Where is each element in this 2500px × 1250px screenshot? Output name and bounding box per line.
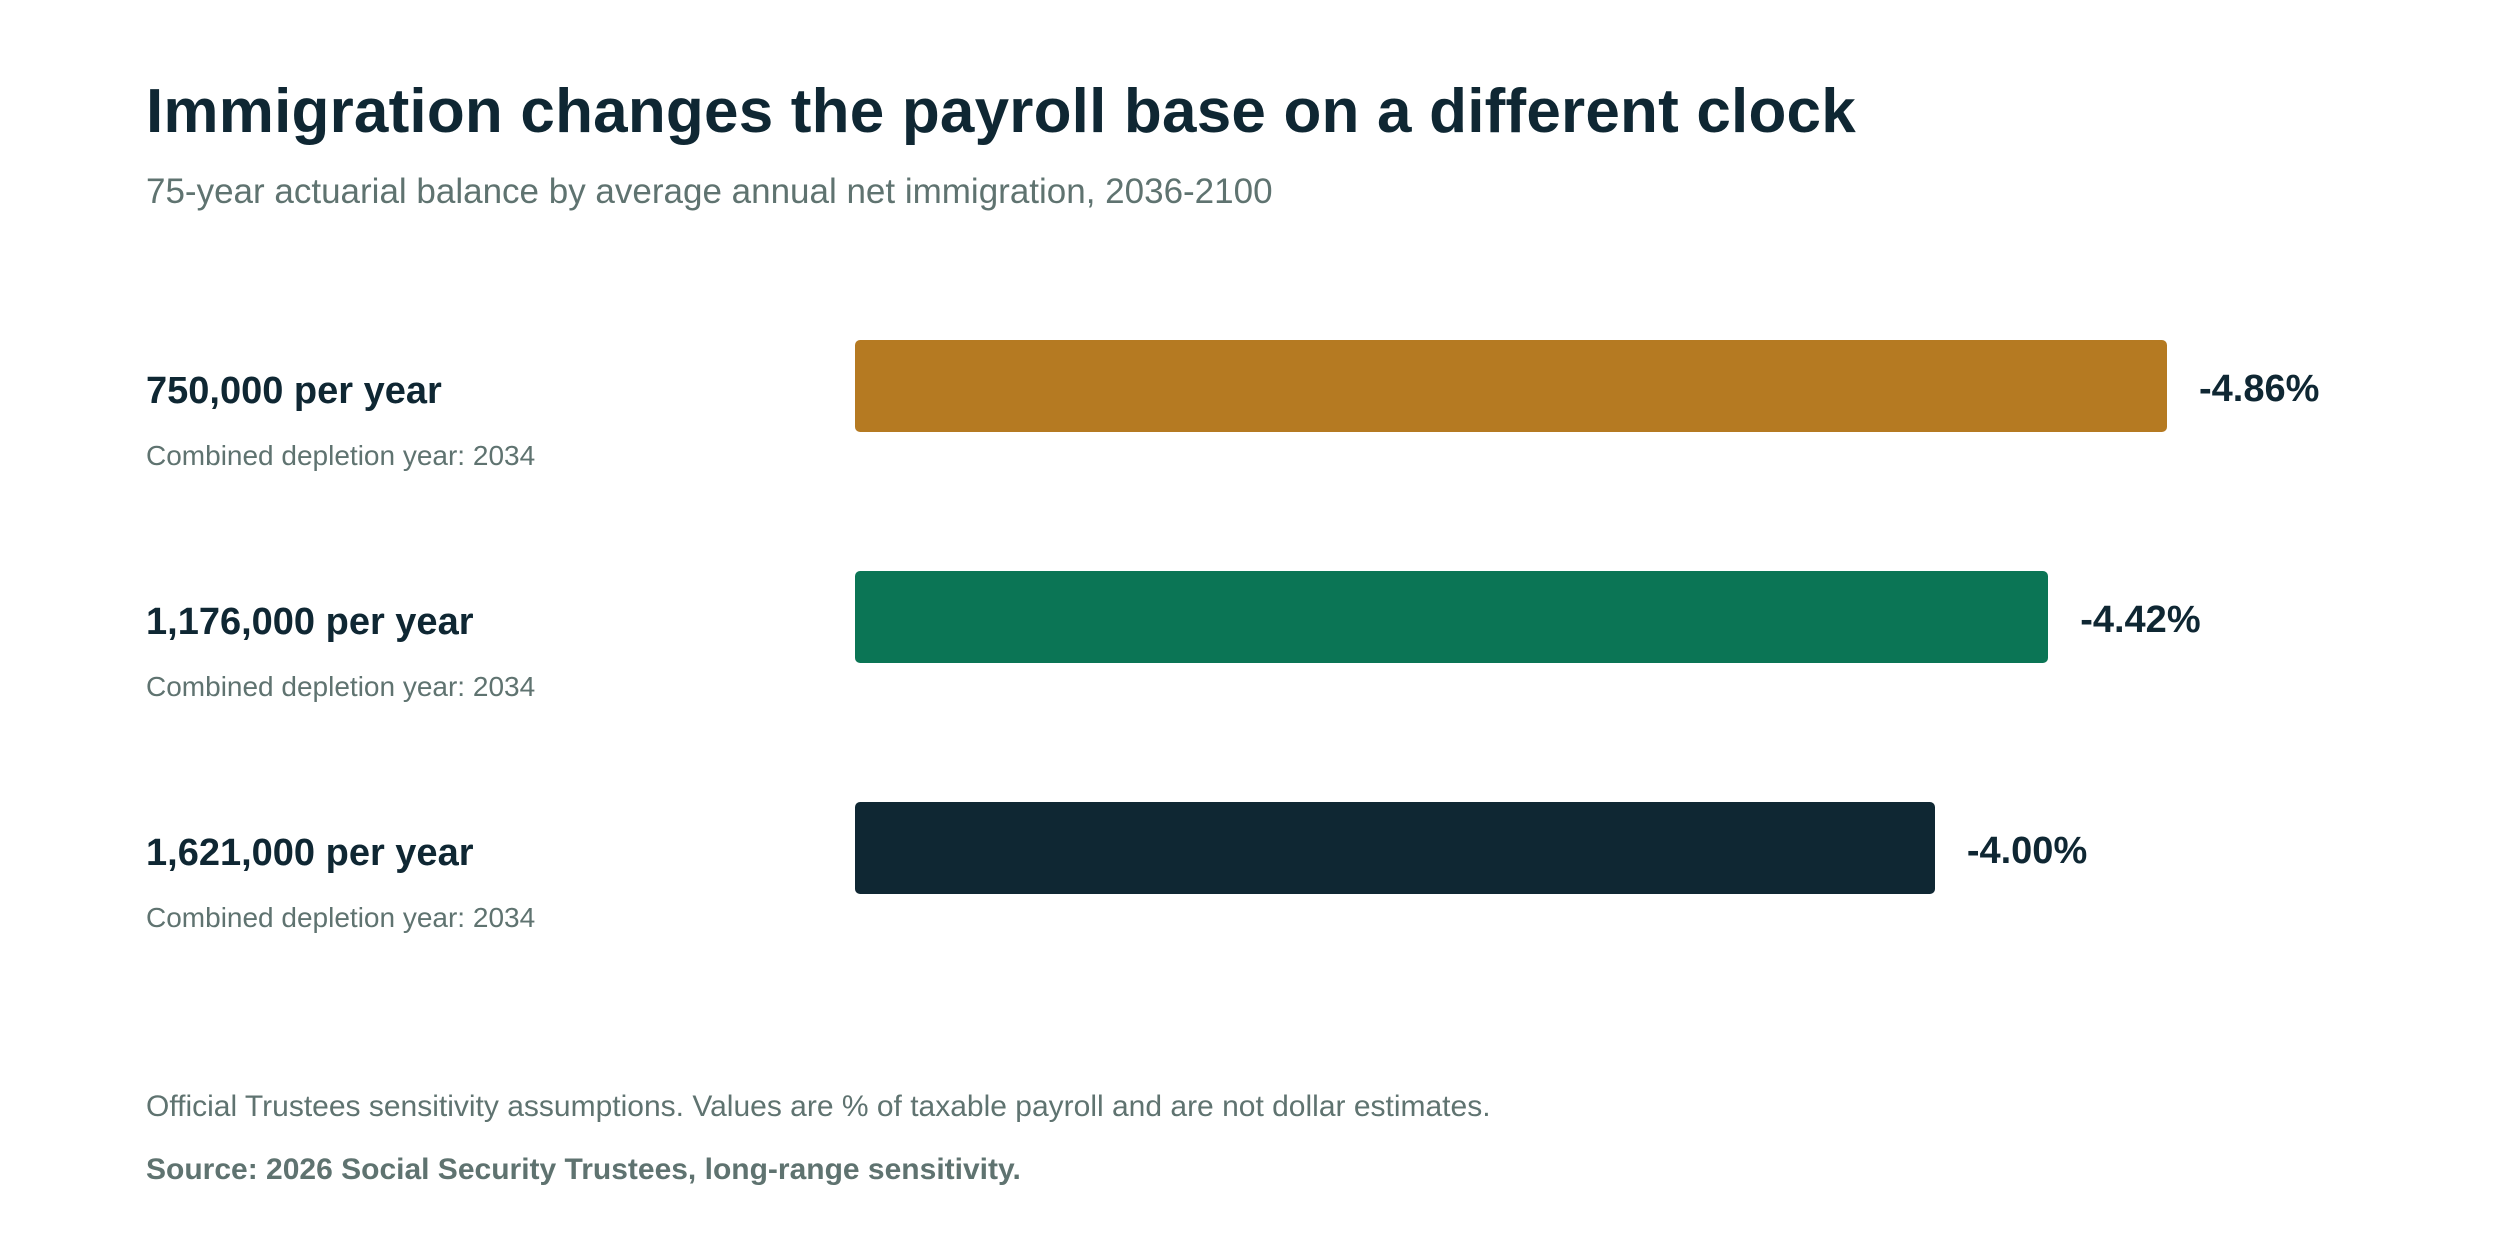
chart-subtitle: 75-year actuarial balance by average ann… [146,172,1273,211]
bar [855,571,2049,663]
bar-value-label: -4.42% [2080,599,2201,641]
footnote: Official Trustees sensitivity assumption… [146,1090,1491,1123]
depletion-note: Combined depletion year: 2034 [146,671,536,702]
bar-row: 1,621,000 per year Combined depletion yea… [0,802,2500,982]
bar [855,340,2167,432]
source-note: Source: 2026 Social Security Trustees, l… [146,1153,1021,1186]
bar-value-label: -4.00% [1966,830,2088,872]
bar-value-label: -4.86% [2199,368,2320,410]
bar-row: 750,000 per year Combined depletion year:… [0,340,2500,520]
category-label: 1,621,000 per year [146,832,474,874]
category-label: 1,176,000 per year [146,601,474,643]
chart-title: Immigration changes the payroll base on … [146,77,1856,146]
depletion-note: Combined depletion year: 2034 [146,440,536,471]
depletion-note: Combined depletion year: 2034 [146,902,536,933]
bar-row: 1,176,000 per year Combined depletion yea… [0,571,2500,751]
bar [855,802,1935,894]
category-label: 750,000 per year [146,370,442,412]
